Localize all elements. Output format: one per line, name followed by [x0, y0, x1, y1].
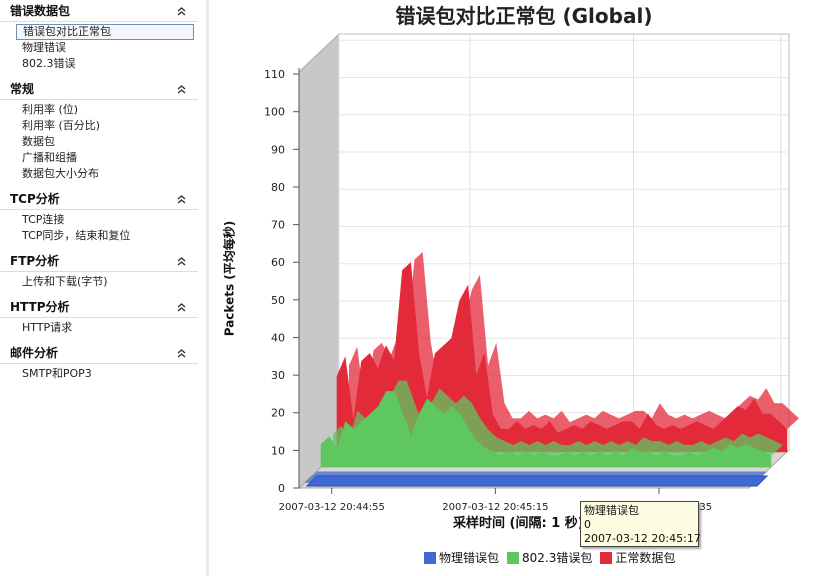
y-tick-label: 0 [278, 482, 285, 495]
legend-swatch-normal [600, 551, 613, 564]
sidebar-item[interactable]: 错误包对比正常包 [16, 24, 194, 40]
sidebar-section-title: 错误数据包 [10, 4, 71, 18]
series-physical-strip [305, 475, 769, 487]
legend-item-normal: 正常数据包 [600, 549, 675, 566]
y-tick-label: 70 [271, 219, 285, 232]
sidebar-section-header[interactable]: TCP分析 [0, 188, 198, 210]
chart-legend: 物理错误包 802.3错误包 正常数据包 [424, 549, 675, 566]
legend-label-normal: 正常数据包 [615, 551, 676, 565]
sidebar-section: HTTP分析 HTTP请求 [0, 296, 206, 342]
sidebar-section: 错误数据包错误包对比正常包 物理错误 802.3错误 [0, 0, 206, 78]
sidebar-section: 邮件分析 SMTP和POP3 [0, 342, 206, 388]
sidebar-section-header[interactable]: 常规 [0, 78, 198, 100]
sidebar-item-list: SMTP和POP3 [0, 364, 206, 388]
sidebar-section-title: HTTP分析 [10, 300, 70, 314]
chart-tooltip: 物理错误包 0 2007-03-12 20:45:17 [580, 501, 701, 547]
area-chart: 0 10 20 30 40 50 60 70 80 90 100 110 2007-03-12 20:4… [264, 32, 799, 513]
collapse-chevron-icon[interactable] [174, 82, 188, 96]
tooltip-series: 物理错误包 [584, 504, 639, 517]
legend-label-8023: 802.3错误包 [522, 551, 593, 565]
tooltip-time: 2007-03-12 20:45:17 [584, 532, 701, 545]
sidebar-splitter[interactable] [206, 0, 209, 576]
legend-label-physical: 物理错误包 [439, 551, 500, 565]
sidebar-item-list: 利用率 (位) 利用率 (百分比) 数据包广播和组播数据包大小分布 [0, 100, 206, 188]
y-tick-label: 20 [271, 407, 285, 420]
sidebar-item-list: 上传和下载(字节) [0, 272, 206, 296]
y-tick-label: 10 [271, 444, 285, 457]
y-tick-label: 30 [271, 369, 285, 382]
y-tick-label: 80 [271, 181, 285, 194]
collapse-chevron-icon[interactable] [174, 192, 188, 206]
left-wall [298, 32, 340, 490]
x-tick-label: 2007-03-12 20:44:55 [279, 502, 385, 513]
sidebar-section-header[interactable]: 邮件分析 [0, 342, 198, 364]
series-8023-area [320, 391, 772, 468]
sidebar-section: FTP分析上传和下载(字节) [0, 250, 206, 296]
series-normal-area-depth [337, 252, 799, 452]
y-tick-label: 100 [264, 106, 285, 119]
legend-item-physical: 物理错误包 [424, 549, 499, 566]
sidebar-section-header[interactable]: 错误数据包 [0, 0, 198, 22]
sidebar-section-title: 常规 [10, 82, 35, 96]
sidebar-item-list: 错误包对比正常包 物理错误 802.3错误 [0, 22, 206, 78]
sidebar-item[interactable]: 数据包 [22, 135, 55, 148]
collapse-chevron-icon[interactable] [174, 254, 188, 268]
sidebar-section-header[interactable]: FTP分析 [0, 250, 198, 272]
sidebar-item[interactable]: 802.3错误 [22, 57, 76, 70]
sidebar-section-title: 邮件分析 [10, 346, 59, 360]
tooltip-value: 0 [584, 518, 591, 531]
legend-swatch-physical [424, 551, 436, 564]
y-tick-label: 60 [271, 256, 285, 269]
y-tick-label: 110 [264, 68, 285, 81]
sidebar-item[interactable]: HTTP请求 [22, 321, 73, 334]
sidebar-item-list: TCP连接 TCP同步，结束和复位 [0, 210, 206, 250]
y-tick-label: 50 [271, 294, 285, 307]
y-tick-label: 40 [271, 331, 285, 344]
collapse-chevron-icon[interactable] [174, 346, 188, 360]
sidebar-section-title: TCP分析 [10, 192, 60, 206]
chart-panel: 0 10 20 30 40 50 60 70 80 90 100 110 2007-03-12 20:4… [209, 0, 819, 576]
sidebar-item[interactable]: 数据包大小分布 [22, 167, 99, 180]
report-sidebar: 错误数据包错误包对比正常包 物理错误 802.3错误常规利用率 (位) 利用率 (百分… [0, 0, 209, 576]
collapse-chevron-icon[interactable] [174, 300, 188, 314]
series-8023-area-depth [321, 380, 783, 468]
sidebar-section: 常规利用率 (位) 利用率 (百分比) 数据包广播和组播数据包大小分布 [0, 78, 206, 188]
sidebar-item[interactable]: 物理错误 [22, 41, 66, 54]
sidebar-item[interactable]: SMTP和POP3 [22, 367, 92, 380]
collapse-chevron-icon[interactable] [174, 4, 188, 18]
legend-swatch-8023 [507, 551, 520, 564]
sidebar-section-header[interactable]: HTTP分析 [0, 296, 198, 318]
sidebar-item[interactable]: 广播和组播 [22, 151, 77, 164]
chart-title: 错误包对比正常包 (Global) [395, 4, 653, 28]
sidebar-item[interactable]: 利用率 (百分比) [22, 119, 101, 132]
sidebar-item[interactable]: 利用率 (位) [22, 103, 79, 116]
y-tick-label: 90 [271, 143, 285, 156]
sidebar-item[interactable]: TCP连接 [22, 213, 65, 226]
sidebar-section: TCP分析 TCP连接 TCP同步，结束和复位 [0, 188, 206, 250]
legend-item-8023: 802.3错误包 [507, 549, 592, 566]
sidebar-item[interactable]: TCP同步，结束和复位 [22, 229, 131, 242]
sidebar-item[interactable]: 上传和下载(字节) [22, 275, 108, 288]
y-axis-label: Packets (平均每秒) [222, 220, 237, 337]
sidebar-section-title: FTP分析 [10, 254, 60, 268]
x-tick-label: 2007-03-12 20:45:15 [442, 502, 548, 513]
sidebar-item-list: HTTP请求 [0, 318, 206, 342]
x-axis-label: 采样时间 (间隔: 1 秒) [453, 516, 584, 531]
